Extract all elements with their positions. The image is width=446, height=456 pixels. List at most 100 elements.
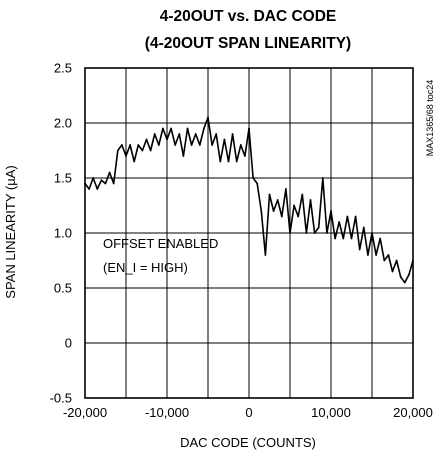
y-tick-label: 1.5 — [54, 171, 72, 186]
y-tick-label: 2.5 — [54, 61, 72, 76]
data-point — [162, 127, 164, 130]
data-point — [178, 133, 181, 135]
chart-subtitle: (4-20OUT SPAN LINEARITY) — [145, 35, 351, 52]
data-point — [383, 259, 386, 262]
data-point — [403, 281, 406, 284]
data-point — [260, 210, 263, 212]
x-axis-label: DAC CODE (COUNTS) — [180, 435, 316, 450]
data-point — [108, 171, 111, 174]
data-point — [301, 193, 304, 196]
data-point — [170, 127, 173, 130]
x-tick-label: 20,000 — [393, 405, 433, 420]
x-tick-label: -20,000 — [63, 405, 107, 420]
data-point — [194, 133, 197, 135]
data-point — [133, 160, 136, 163]
data-point — [334, 237, 336, 240]
data-point — [272, 210, 275, 212]
data-point — [391, 270, 394, 273]
plot-frame — [84, 67, 414, 399]
data-point — [244, 155, 246, 157]
data-point — [330, 210, 332, 212]
data-point — [145, 138, 148, 141]
data-point — [293, 204, 295, 207]
data-point — [211, 144, 214, 146]
data-point — [354, 215, 357, 218]
data-point — [207, 116, 209, 119]
data-point — [104, 182, 107, 185]
annotation-offset-enabled: OFFSET ENABLED — [103, 236, 218, 251]
data-point — [358, 248, 361, 251]
data-point — [268, 193, 271, 196]
data-point — [346, 215, 349, 218]
data-point — [379, 237, 382, 240]
data-point — [166, 138, 168, 141]
data-point — [112, 182, 115, 185]
data-point — [223, 138, 226, 141]
data-point — [371, 232, 373, 234]
data-point — [215, 133, 218, 135]
data-point — [395, 259, 398, 262]
chart-title: 4-20OUT vs. DAC CODE — [160, 8, 337, 25]
data-point — [125, 155, 127, 157]
data-point — [137, 144, 140, 146]
data-point — [252, 177, 255, 179]
data-point — [239, 144, 242, 146]
data-point — [309, 199, 312, 201]
y-tick-label: 0 — [65, 336, 72, 351]
data-point — [399, 276, 402, 278]
data-point — [149, 149, 152, 152]
data-point — [387, 254, 390, 256]
y-tick-label: 2.0 — [54, 116, 72, 131]
data-point — [289, 232, 291, 234]
data-point — [96, 188, 99, 190]
data-point — [248, 127, 250, 130]
data-point — [219, 160, 222, 163]
y-axis-label: SPAN LINEARITY (µA) — [3, 165, 18, 298]
x-tick-label: -10,000 — [145, 405, 189, 420]
data-point — [121, 144, 123, 146]
data-point — [276, 199, 279, 201]
data-point — [317, 226, 320, 229]
data-point — [182, 155, 185, 157]
y-tick-label: 1.0 — [54, 226, 72, 241]
data-point — [174, 144, 177, 146]
x-tick-label: 10,000 — [311, 405, 351, 420]
data-point — [367, 254, 369, 256]
data-point — [157, 144, 160, 146]
data-point — [186, 127, 189, 130]
annotation-en-i-high: (EN_I = HIGH) — [103, 260, 188, 275]
data-point — [408, 273, 410, 276]
data-point — [305, 232, 308, 234]
y-axis: -0.5 0 0.5 1.0 1.5 2.0 2.5 — [50, 61, 72, 406]
data-point — [116, 149, 119, 152]
data-point — [141, 149, 144, 152]
x-axis: -20,000 -10,000 0 10,000 20,000 — [63, 405, 433, 420]
data-point — [338, 221, 341, 223]
data-point — [129, 144, 132, 146]
data-point — [231, 133, 234, 135]
data-point — [350, 237, 353, 240]
data-point — [198, 144, 201, 146]
data-point — [100, 179, 103, 182]
data-point — [264, 254, 267, 256]
data-points — [84, 116, 414, 284]
data-point — [153, 133, 156, 135]
data-point — [297, 215, 300, 218]
data-point — [280, 215, 283, 218]
data-point — [412, 259, 414, 262]
data-point — [84, 182, 86, 185]
data-point — [235, 160, 238, 163]
data-point — [313, 232, 316, 234]
y-tick-label: 0.5 — [54, 281, 72, 296]
side-label: MAX1365/68 toc24 — [425, 80, 435, 157]
data-point — [190, 144, 193, 146]
y-tick-label: -0.5 — [50, 391, 72, 406]
data-point — [256, 182, 259, 185]
data-point — [88, 188, 90, 190]
data-point — [362, 226, 365, 229]
data-point — [92, 177, 95, 179]
x-tick-label: 0 — [245, 405, 252, 420]
data-point — [321, 177, 324, 179]
data-point — [375, 254, 377, 256]
